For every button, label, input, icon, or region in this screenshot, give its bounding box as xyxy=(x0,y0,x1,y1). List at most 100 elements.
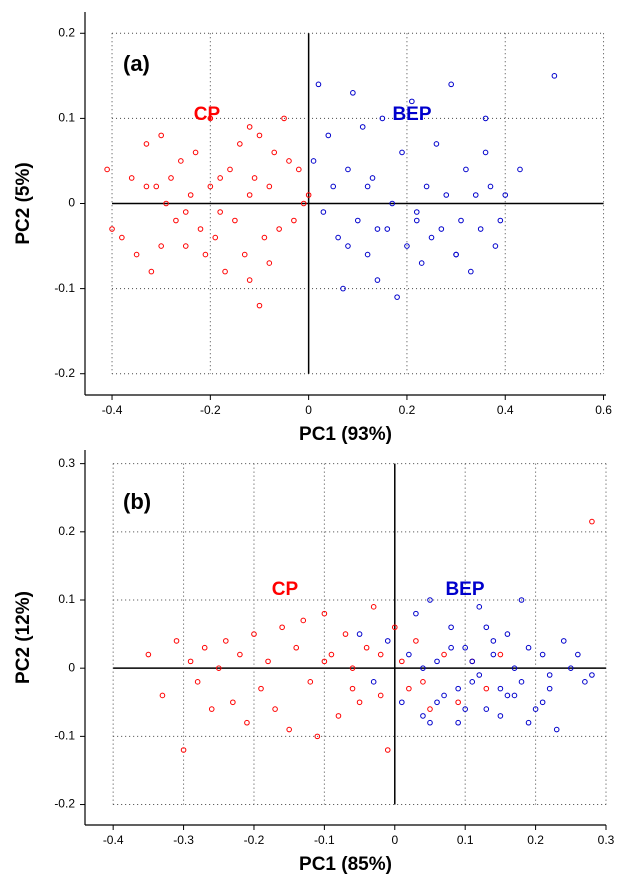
point xyxy=(406,685,412,692)
point xyxy=(279,624,285,631)
point xyxy=(182,243,189,249)
point xyxy=(517,166,523,173)
point xyxy=(202,251,209,258)
point xyxy=(504,692,511,699)
point xyxy=(428,234,435,241)
y-tick-label: -0.2 xyxy=(54,366,75,380)
y-tick-label: -0.1 xyxy=(54,281,75,295)
point xyxy=(104,166,110,173)
point xyxy=(502,192,509,198)
point xyxy=(497,651,504,658)
point xyxy=(483,685,490,692)
point xyxy=(281,115,287,122)
point xyxy=(448,624,454,631)
point xyxy=(589,672,595,678)
series-label: BEP xyxy=(392,104,431,125)
point xyxy=(266,260,273,266)
x-tick-label: -0.3 xyxy=(173,833,194,847)
point xyxy=(553,726,560,733)
point xyxy=(369,175,376,181)
y-axis-title: PC2 (5%) xyxy=(13,162,34,244)
x-tick-label: 0 xyxy=(391,833,398,847)
point xyxy=(328,651,335,658)
x-tick-label: -0.4 xyxy=(102,403,123,417)
x-tick-label: 0.1 xyxy=(457,833,474,847)
point xyxy=(300,200,307,207)
point xyxy=(483,624,490,631)
point xyxy=(364,183,371,190)
point xyxy=(128,175,135,181)
point xyxy=(463,166,469,173)
x-tick-label: 0.6 xyxy=(595,403,612,417)
point xyxy=(212,234,219,241)
point xyxy=(315,81,322,88)
point xyxy=(119,234,125,241)
point xyxy=(187,658,194,665)
point xyxy=(532,706,539,712)
y-tick-label: 0.1 xyxy=(58,111,75,125)
point xyxy=(158,132,164,139)
point xyxy=(469,658,476,665)
point xyxy=(325,132,332,139)
point xyxy=(427,597,433,603)
point xyxy=(133,251,140,258)
point xyxy=(321,658,328,665)
point xyxy=(335,234,341,241)
point xyxy=(356,699,363,706)
point xyxy=(413,217,420,224)
point xyxy=(320,209,327,215)
point xyxy=(455,699,461,706)
point xyxy=(330,183,337,190)
point xyxy=(374,277,381,283)
series-label: CP xyxy=(194,104,221,125)
x-tick-label: -0.1 xyxy=(314,833,335,847)
x-tick-label: 0.2 xyxy=(399,403,416,417)
x-tick-label: -0.2 xyxy=(244,833,265,847)
point xyxy=(448,644,454,651)
point xyxy=(377,651,384,658)
point xyxy=(423,183,430,190)
point xyxy=(370,679,377,685)
point xyxy=(394,294,400,300)
point xyxy=(455,719,461,726)
point xyxy=(374,226,381,232)
point xyxy=(256,132,263,139)
point xyxy=(453,251,459,258)
point xyxy=(237,141,243,147)
point xyxy=(413,610,419,617)
point xyxy=(286,158,292,164)
point xyxy=(434,658,440,665)
x-tick-label: 0.2 xyxy=(527,833,544,847)
point xyxy=(441,692,447,699)
y-tick-label: 0.2 xyxy=(58,25,75,39)
y-tick-label: -0.1 xyxy=(54,729,75,743)
panel-label: (a) xyxy=(123,51,150,76)
point xyxy=(476,604,483,610)
point xyxy=(504,631,511,637)
point xyxy=(482,115,489,122)
point xyxy=(251,631,257,637)
point xyxy=(145,651,152,658)
point xyxy=(192,149,199,156)
point xyxy=(276,226,282,232)
point xyxy=(148,268,155,275)
point xyxy=(497,713,504,719)
point xyxy=(307,679,314,685)
point xyxy=(246,277,253,283)
point xyxy=(271,149,278,156)
point xyxy=(511,665,518,671)
point xyxy=(433,141,440,147)
point xyxy=(173,217,179,224)
point xyxy=(168,175,174,181)
point xyxy=(511,692,518,699)
point xyxy=(483,706,490,712)
point xyxy=(589,518,595,525)
point xyxy=(567,665,574,671)
x-axis-title: PC1 (93%) xyxy=(299,424,392,445)
point xyxy=(208,706,215,712)
x-tick-label: -0.2 xyxy=(200,403,221,417)
point xyxy=(286,726,292,733)
point xyxy=(468,268,474,275)
point xyxy=(237,651,243,658)
point xyxy=(314,733,321,740)
